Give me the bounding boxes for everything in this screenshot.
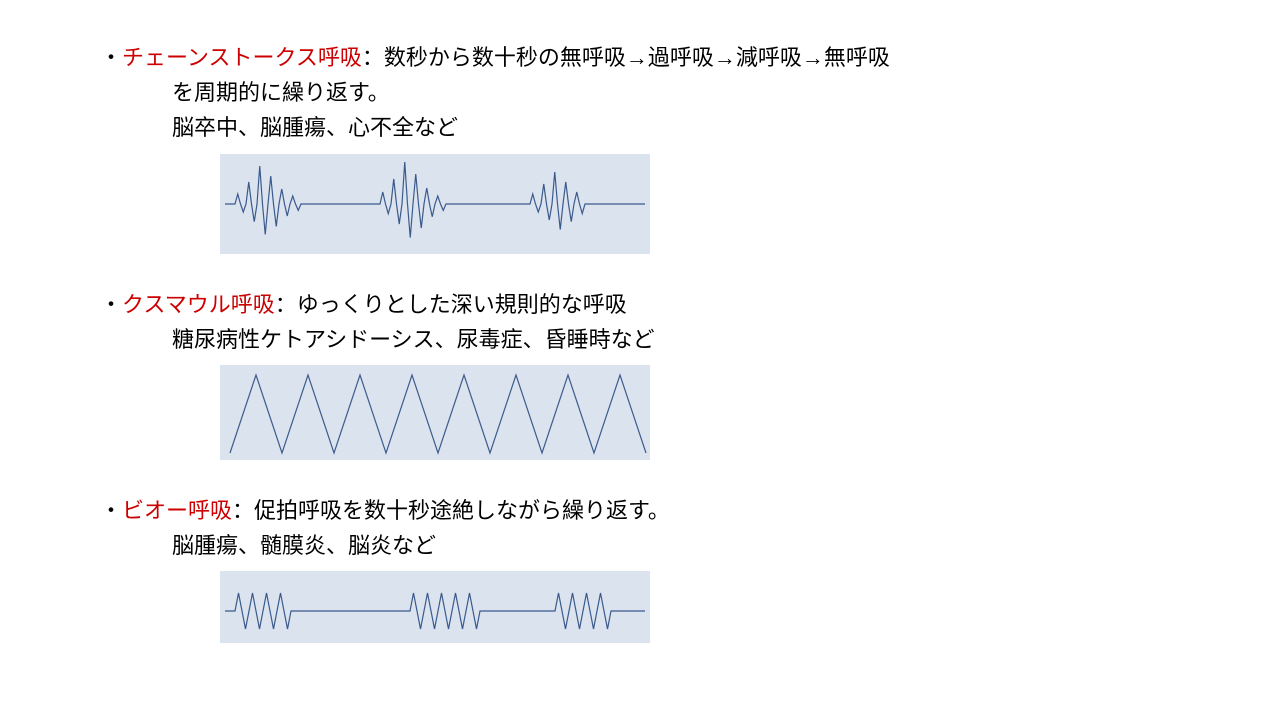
- wave-kussmaul-wrap: [100, 365, 1180, 465]
- item1-line2: を周期的に繰り返す。: [100, 75, 1180, 110]
- item1-line1: ・チェーンストークス呼吸：数秒から数十秒の無呼吸→過呼吸→減呼吸→無呼吸: [100, 40, 1180, 75]
- bullet: ・: [100, 292, 122, 317]
- wave-cheyne-svg: [220, 154, 650, 254]
- term-kussmaul: クスマウル呼吸: [122, 292, 275, 317]
- wave-biot-svg: [220, 571, 650, 643]
- term-cheyne: チェーンストークス呼吸: [122, 45, 362, 70]
- wave-cheyne-bg: [220, 154, 650, 254]
- item2-line2: 糖尿病性ケトアシドーシス、尿毒症、昏睡時など: [100, 322, 1180, 357]
- item-kussmaul: ・クスマウル呼吸：ゆっくりとした深い規則的な呼吸 糖尿病性ケトアシドーシス、尿毒…: [100, 287, 1180, 465]
- wave-cheyne-wrap: [100, 154, 1180, 259]
- wave-biot-wrap: [100, 571, 1180, 648]
- item1-line3: 脳卒中、脳腫瘍、心不全など: [100, 110, 1180, 145]
- term-biot: ビオー呼吸: [122, 498, 232, 523]
- desc-cheyne: ：数秒から数十秒の無呼吸→過呼吸→減呼吸→無呼吸: [362, 45, 890, 70]
- bullet: ・: [100, 498, 122, 523]
- item2-line1: ・クスマウル呼吸：ゆっくりとした深い規則的な呼吸: [100, 287, 1180, 322]
- desc-kussmaul: ：ゆっくりとした深い規則的な呼吸: [275, 292, 627, 317]
- item3-line1: ・ビオー呼吸：促拍呼吸を数十秒途絶しながら繰り返す。: [100, 493, 1180, 528]
- item-biot: ・ビオー呼吸：促拍呼吸を数十秒途絶しながら繰り返す。 脳腫瘍、髄膜炎、脳炎など: [100, 493, 1180, 648]
- item-cheyne-stokes: ・チェーンストークス呼吸：数秒から数十秒の無呼吸→過呼吸→減呼吸→無呼吸 を周期…: [100, 40, 1180, 259]
- wave-kussmaul-bg: [220, 365, 650, 460]
- desc-biot: ：促拍呼吸を数十秒途絶しながら繰り返す。: [232, 498, 670, 523]
- wave-biot-bg: [220, 571, 650, 643]
- item3-line2: 脳腫瘍、髄膜炎、脳炎など: [100, 528, 1180, 563]
- wave-kussmaul-svg: [220, 365, 650, 460]
- bullet: ・: [100, 45, 122, 70]
